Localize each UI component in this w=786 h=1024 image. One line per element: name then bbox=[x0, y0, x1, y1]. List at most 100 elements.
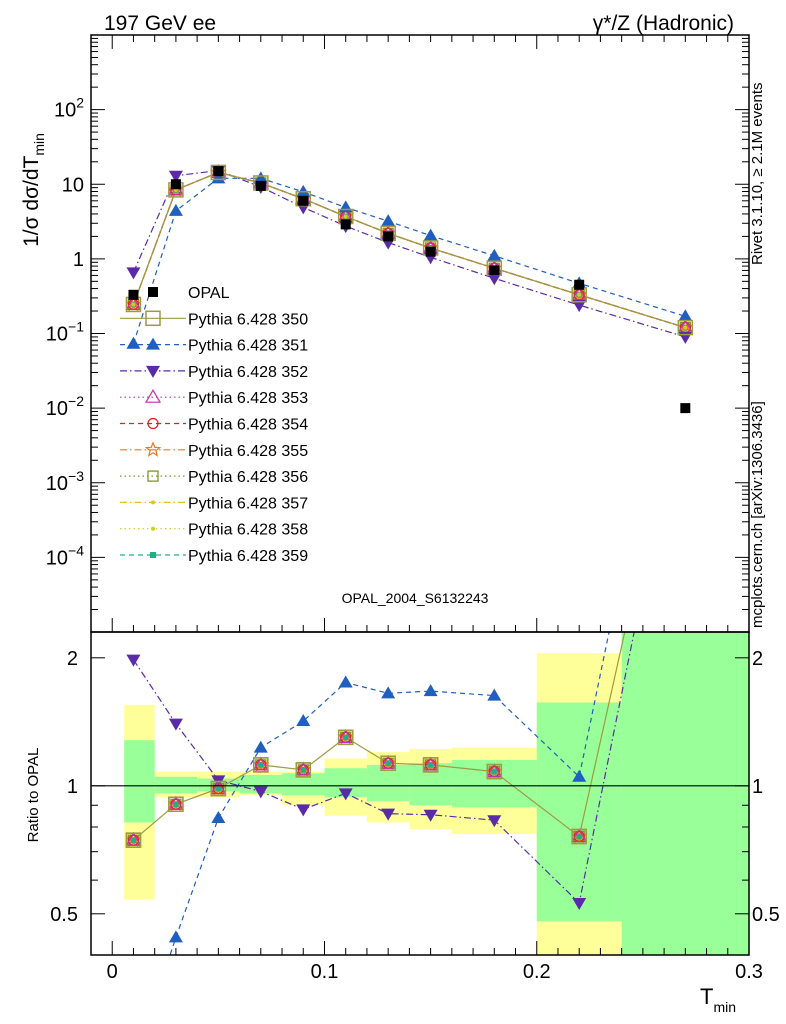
main-y-tick-label: 10−4 bbox=[46, 542, 84, 569]
ratio-point-352-4 bbox=[296, 804, 311, 817]
main-point-351-3 bbox=[253, 171, 268, 184]
ratio-green-band-bin-0 bbox=[124, 740, 155, 823]
main-line-352 bbox=[132, 169, 686, 338]
main-point-351-0 bbox=[126, 336, 141, 349]
main-point-350-2 bbox=[210, 164, 227, 181]
legend-marker-3 bbox=[146, 365, 160, 378]
x-tick-label-0: 0 bbox=[107, 961, 118, 983]
ratio-green-band-bin-1 bbox=[154, 776, 198, 794]
opal-data-point-7 bbox=[425, 246, 436, 257]
main-line-350 bbox=[132, 171, 686, 329]
svg-text:1/σ dσ/dTmin: 1/σ dσ/dTmin bbox=[20, 133, 47, 247]
ratio-point-351-4 bbox=[296, 714, 311, 727]
ratio-point-359-2 bbox=[215, 785, 222, 792]
ratio-point-353-2 bbox=[210, 780, 227, 795]
legend-marker-8 bbox=[151, 500, 155, 505]
main-point-352-0 bbox=[126, 267, 141, 280]
main-point-351-4 bbox=[296, 184, 311, 197]
main-line-353 bbox=[132, 171, 686, 329]
ratio-point-top-5 bbox=[337, 729, 354, 746]
legend-marker-5 bbox=[147, 417, 159, 430]
ratio-point-top-8 bbox=[486, 763, 503, 780]
legend-label-2: Pythia 6.428 351 bbox=[188, 338, 308, 355]
ratio-point-353-6 bbox=[380, 755, 397, 769]
main-line-354 bbox=[132, 171, 686, 329]
legend-marker-6 bbox=[144, 441, 162, 457]
rivet-version-label: Rivet 3.1.10, ≥ 2.1M events bbox=[749, 83, 766, 266]
ratio-point-359-9 bbox=[576, 833, 583, 840]
mcplots-label: mcplots.cern.ch [arXiv:1306.3436] bbox=[749, 401, 766, 628]
ratio-point-top-1 bbox=[168, 796, 184, 812]
legend-label-10: Pythia 6.428 359 bbox=[188, 548, 308, 565]
main-point-357-5 bbox=[343, 214, 348, 219]
main-y-tick-label: 10−3 bbox=[46, 468, 84, 495]
legend-marker-4 bbox=[144, 389, 162, 403]
ratio-point-352-0 bbox=[126, 654, 141, 667]
main-point-351-2 bbox=[211, 171, 226, 184]
ratio-point-359-1 bbox=[172, 801, 179, 808]
main-y-tick-label: 10−1 bbox=[46, 319, 84, 346]
x-tick-label-0.1: 0.1 bbox=[311, 961, 339, 983]
ratio-point-top-2 bbox=[210, 780, 227, 797]
legend-label-7: Pythia 6.428 356 bbox=[188, 469, 308, 486]
ratio-point-351-7 bbox=[423, 684, 438, 697]
ratio-y-tick-label-left: 2 bbox=[67, 648, 78, 670]
ratio-point-352-3 bbox=[253, 786, 268, 799]
legend-label-0: OPAL bbox=[188, 285, 230, 302]
main-point-351-1 bbox=[168, 203, 183, 216]
main-line-358 bbox=[132, 171, 686, 329]
legend-marker-1 bbox=[145, 310, 161, 327]
x-tick-label-0.3: 0.3 bbox=[735, 961, 763, 983]
main-panel-frame bbox=[90, 34, 750, 633]
main-point-351-7 bbox=[423, 228, 438, 241]
main-y-tick-label: 102 bbox=[54, 95, 84, 122]
main-point-353-9 bbox=[571, 286, 588, 301]
main-point-350-10 bbox=[677, 319, 694, 336]
opal-data-point-9 bbox=[574, 279, 585, 290]
ratio-point-359-8 bbox=[491, 768, 498, 775]
main-y-tick-label: 1 bbox=[73, 249, 84, 271]
ratio-green-band-bin-4 bbox=[282, 773, 325, 796]
main-line-355 bbox=[132, 171, 686, 329]
legend-label-9: Pythia 6.428 358 bbox=[188, 522, 308, 539]
process-label: γ*/Z (Hadronic) bbox=[593, 12, 734, 35]
legend-label-6: Pythia 6.428 355 bbox=[188, 443, 308, 460]
main-point-357-10 bbox=[683, 325, 688, 330]
ratio-point-top-7 bbox=[422, 757, 439, 773]
legend-label-5: Pythia 6.428 354 bbox=[188, 417, 308, 434]
ratio-point-353-5 bbox=[337, 729, 354, 743]
ratio-green-band-bin-8 bbox=[451, 759, 537, 808]
ratio-point-top-9 bbox=[571, 828, 587, 845]
ratio-point-351-6 bbox=[381, 686, 396, 699]
opal-data-point-3 bbox=[255, 180, 266, 191]
main-point-351-5 bbox=[338, 200, 353, 213]
opal-data-point-2 bbox=[213, 166, 224, 177]
ratio-point-352-8 bbox=[487, 815, 502, 828]
svg-text:Tmin: Tmin bbox=[700, 984, 736, 1015]
ratio-point-359-7 bbox=[427, 761, 434, 768]
main-line-356 bbox=[132, 171, 686, 329]
opal-data-point-5 bbox=[340, 219, 351, 230]
legend-marker-9 bbox=[151, 526, 155, 531]
main-point-352-9 bbox=[572, 300, 587, 313]
legend-marker-0 bbox=[148, 287, 158, 297]
main-y-axis-title: 1/σ dσ/dTmin bbox=[20, 133, 47, 247]
main-y-tick-label: 10−2 bbox=[46, 393, 84, 420]
ratio-point-351-2 bbox=[211, 810, 226, 823]
ratio-point-352-6 bbox=[381, 808, 396, 821]
opal-data-point-6 bbox=[383, 231, 394, 242]
main-point-352-10 bbox=[678, 331, 693, 344]
main-point-357-9 bbox=[577, 292, 582, 297]
ratio-point-352-5 bbox=[338, 788, 353, 801]
main-point-351-8 bbox=[487, 248, 502, 261]
ratio-point-353-8 bbox=[486, 763, 503, 778]
main-point-353-0 bbox=[125, 296, 142, 311]
ratio-y-tick-label-right: 0.5 bbox=[752, 904, 780, 926]
ratio-y-tick-label-left: 0.5 bbox=[50, 904, 78, 926]
main-point-351-10 bbox=[678, 309, 693, 322]
ratio-point-top-3 bbox=[253, 757, 269, 773]
opal-data-point-10 bbox=[680, 403, 691, 414]
ratio-y-tick-label-right: 2 bbox=[752, 648, 763, 670]
ratio-point-352-7 bbox=[423, 809, 438, 822]
